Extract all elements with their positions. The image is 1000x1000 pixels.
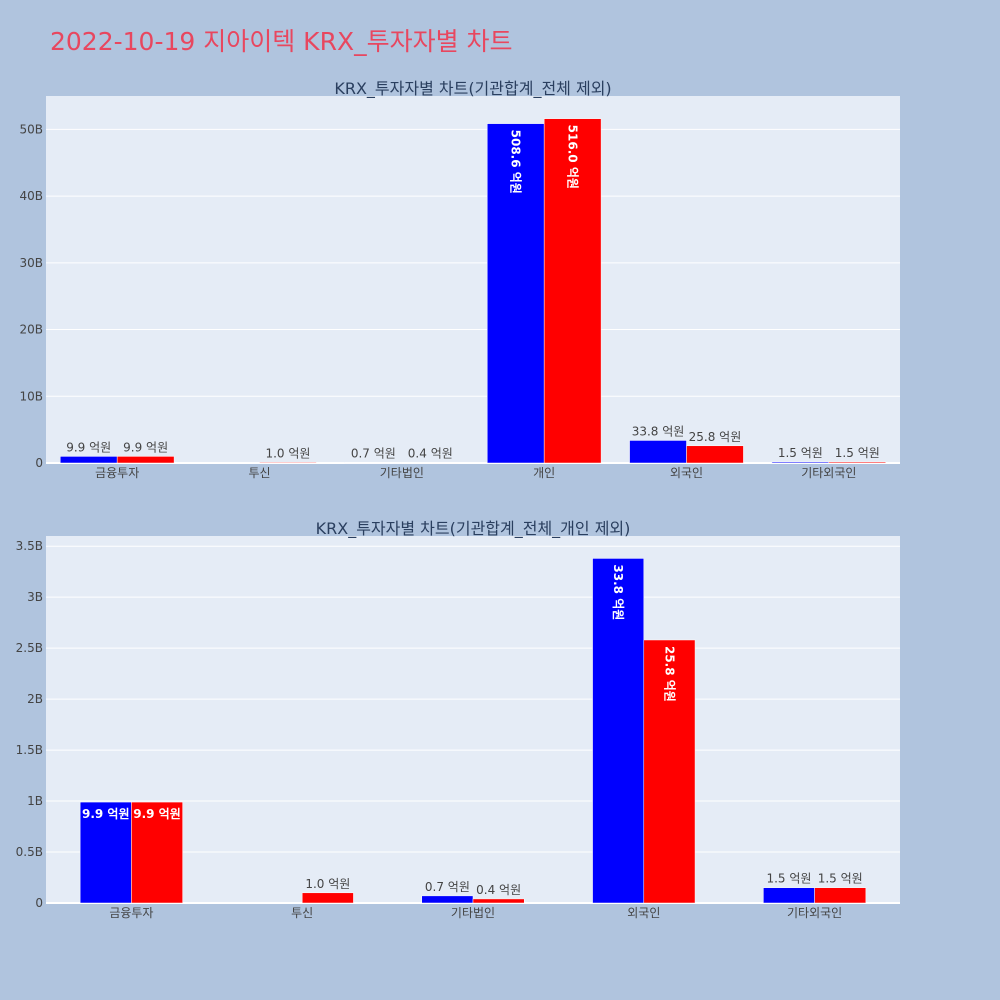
bar bbox=[763, 887, 815, 904]
x-tick-label: 금융투자 bbox=[109, 906, 153, 920]
data-label: 1.5 억원 bbox=[835, 446, 880, 460]
data-label: 9.9 억원 bbox=[82, 807, 130, 821]
y-tick-label: 0.5B bbox=[16, 845, 43, 859]
data-label: 1.5 억원 bbox=[778, 446, 823, 460]
x-tick-label: 개인 bbox=[533, 466, 555, 480]
bar bbox=[59, 456, 118, 464]
data-label: 9.9 억원 bbox=[66, 440, 111, 454]
data-label: 1.5 억원 bbox=[766, 872, 811, 886]
x-tick-label: 외국인 bbox=[670, 466, 703, 480]
data-label: 1.5 억원 bbox=[818, 872, 863, 886]
bar bbox=[643, 639, 696, 904]
bar bbox=[828, 461, 887, 464]
bar bbox=[401, 462, 460, 464]
x-tick-label: 투신 bbox=[248, 466, 270, 480]
data-label: 1.0 억원 bbox=[265, 446, 310, 460]
data-label: 1.0 억원 bbox=[305, 877, 350, 891]
main-title: 2022-10-19 지아이텍 KRX_투자자별 차트 bbox=[50, 27, 513, 56]
y-tick-label: 20B bbox=[19, 323, 43, 337]
x-tick-label: 기타외국인 bbox=[801, 466, 856, 480]
y-tick-label: 40B bbox=[19, 189, 43, 203]
y-tick-label: 30B bbox=[19, 256, 43, 270]
data-label: 9.9 억원 bbox=[123, 440, 168, 454]
y-tick-label: 1.5B bbox=[16, 743, 43, 757]
data-label: 25.8 억원 bbox=[662, 646, 676, 702]
data-label: 33.8 억원 bbox=[611, 564, 625, 620]
data-label: 25.8 억원 bbox=[689, 430, 742, 444]
x-tick-label: 투신 bbox=[291, 906, 313, 920]
y-tick-label: 1B bbox=[27, 794, 43, 808]
bar bbox=[259, 462, 317, 464]
data-label: 33.8 억원 bbox=[632, 424, 685, 438]
data-label: 0.7 억원 bbox=[425, 880, 470, 894]
x-tick-label: 기타법인 bbox=[380, 466, 424, 480]
bar bbox=[131, 801, 183, 904]
subplot-title: KRX_투자자별 차트(기관합계_전체 제외) bbox=[334, 79, 611, 99]
y-tick-label: 2.5B bbox=[16, 641, 43, 655]
y-tick-label: 3.5B bbox=[16, 539, 43, 553]
bar bbox=[771, 461, 830, 464]
bar bbox=[814, 887, 867, 904]
x-tick-label: 금융투자 bbox=[95, 466, 139, 480]
data-label: 508.6 억원 bbox=[509, 130, 523, 194]
x-tick-label: 기타외국인 bbox=[787, 906, 842, 920]
bar bbox=[629, 440, 687, 464]
y-tick-label: 0 bbox=[35, 456, 43, 470]
bar bbox=[543, 118, 602, 464]
x-tick-label: 외국인 bbox=[627, 906, 660, 920]
y-tick-label: 0 bbox=[35, 896, 43, 910]
bar bbox=[116, 456, 175, 464]
data-label: 516.0 억원 bbox=[566, 125, 580, 189]
bar bbox=[472, 898, 525, 904]
y-tick-label: 3B bbox=[27, 590, 43, 604]
x-tick-label: 기타법인 bbox=[451, 906, 495, 920]
bar bbox=[79, 801, 132, 904]
data-label: 0.7 억원 bbox=[351, 447, 396, 461]
bar bbox=[344, 462, 403, 464]
bar bbox=[686, 445, 744, 464]
plot-area-0 bbox=[46, 96, 900, 463]
subplot-title: KRX_투자자별 차트(기관합계_전체_개인 제외) bbox=[316, 519, 631, 539]
bar bbox=[301, 892, 354, 904]
y-tick-label: 2B bbox=[27, 692, 43, 706]
data-label: 0.4 억원 bbox=[476, 883, 521, 897]
y-tick-label: 10B bbox=[19, 389, 43, 403]
data-label: 0.4 억원 bbox=[408, 447, 453, 461]
bar bbox=[421, 895, 474, 904]
data-label: 9.9 억원 bbox=[133, 807, 181, 821]
y-tick-label: 50B bbox=[19, 122, 43, 136]
bar bbox=[592, 558, 645, 904]
